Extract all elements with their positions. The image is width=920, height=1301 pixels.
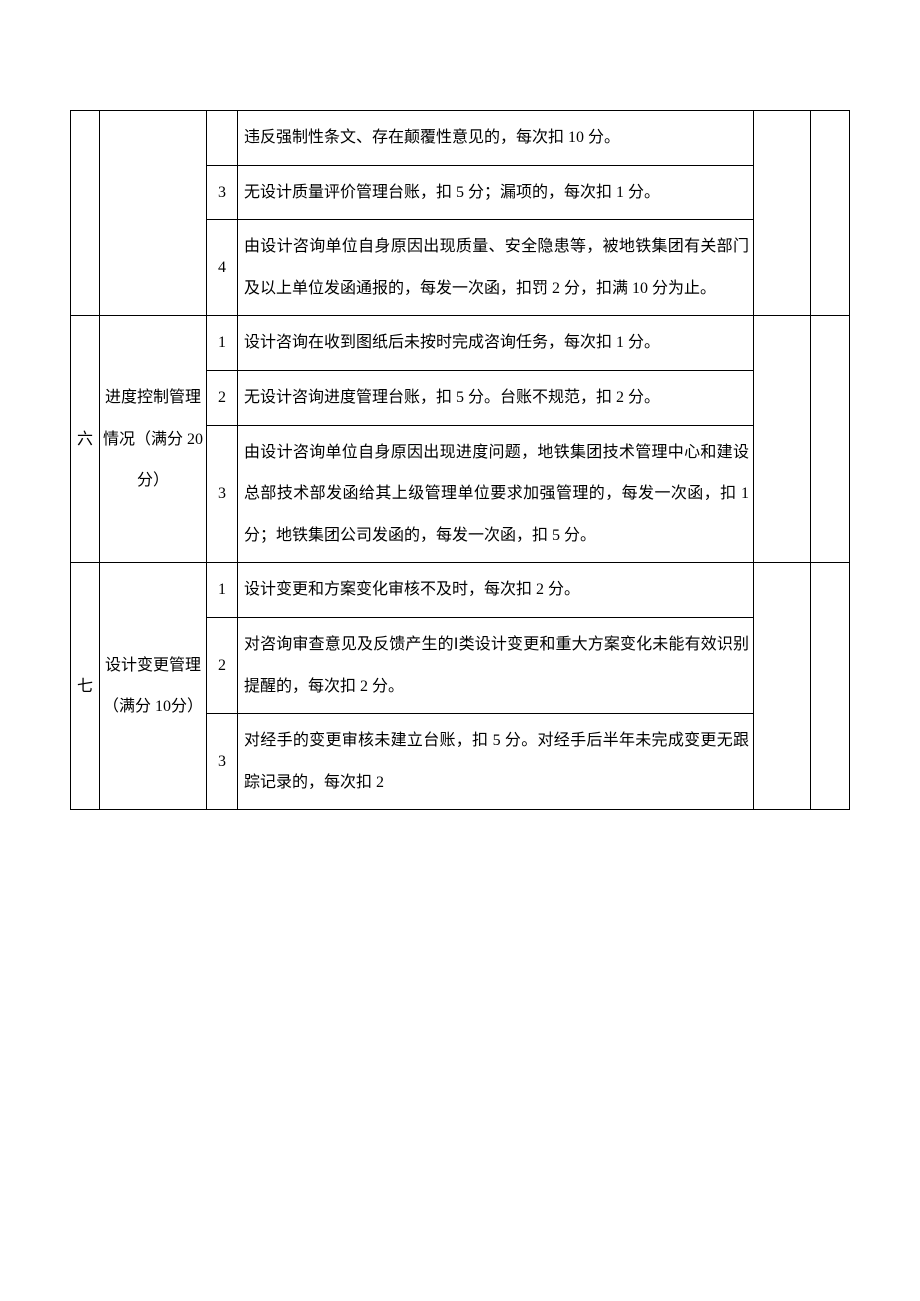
category-label-cell: 设计变更管理（满分 10分）	[100, 563, 207, 810]
row-index	[207, 111, 238, 166]
remark-cell	[811, 563, 850, 810]
row-index: 3	[207, 165, 238, 220]
row-index: 2	[207, 370, 238, 425]
row-desc: 对经手的变更审核未建立台账，扣 5 分。对经手后半年未完成变更无跟踪记录的，每次…	[238, 714, 754, 810]
row-index: 3	[207, 714, 238, 810]
row-desc: 违反强制性条文、存在颠覆性意见的，每次扣 10 分。	[238, 111, 754, 166]
row-index: 4	[207, 220, 238, 316]
section-label-cell	[71, 111, 100, 316]
remark-cell	[811, 316, 850, 563]
row-index: 1	[207, 563, 238, 618]
category-label-cell	[100, 111, 207, 316]
row-desc: 设计变更和方案变化审核不及时，每次扣 2 分。	[238, 563, 754, 618]
score-cell	[754, 111, 811, 316]
table-row: 违反强制性条文、存在颠覆性意见的，每次扣 10 分。	[71, 111, 850, 166]
table-row: 七 设计变更管理（满分 10分） 1 设计变更和方案变化审核不及时，每次扣 2 …	[71, 563, 850, 618]
row-desc: 设计咨询在收到图纸后未按时完成咨询任务，每次扣 1 分。	[238, 316, 754, 371]
row-desc: 无设计咨询进度管理台账，扣 5 分。台账不规范，扣 2 分。	[238, 370, 754, 425]
evaluation-table: 违反强制性条文、存在颠覆性意见的，每次扣 10 分。 3 无设计质量评价管理台账…	[70, 110, 850, 810]
category-label-cell: 进度控制管理情况（满分 20分）	[100, 316, 207, 563]
table-row: 六 进度控制管理情况（满分 20分） 1 设计咨询在收到图纸后未按时完成咨询任务…	[71, 316, 850, 371]
row-index: 3	[207, 425, 238, 563]
row-desc: 对咨询审查意见及反馈产生的Ⅰ类设计变更和重大方案变化未能有效识别提醒的，每次扣 …	[238, 617, 754, 713]
section-label-cell: 六	[71, 316, 100, 563]
score-cell	[754, 316, 811, 563]
section-label-cell: 七	[71, 563, 100, 810]
row-desc: 由设计咨询单位自身原因出现质量、安全隐患等，被地铁集团有关部门及以上单位发函通报…	[238, 220, 754, 316]
row-desc: 由设计咨询单位自身原因出现进度问题，地铁集团技术管理中心和建设总部技术部发函给其…	[238, 425, 754, 563]
score-cell	[754, 563, 811, 810]
row-desc: 无设计质量评价管理台账，扣 5 分；漏项的，每次扣 1 分。	[238, 165, 754, 220]
row-index: 2	[207, 617, 238, 713]
remark-cell	[811, 111, 850, 316]
row-index: 1	[207, 316, 238, 371]
